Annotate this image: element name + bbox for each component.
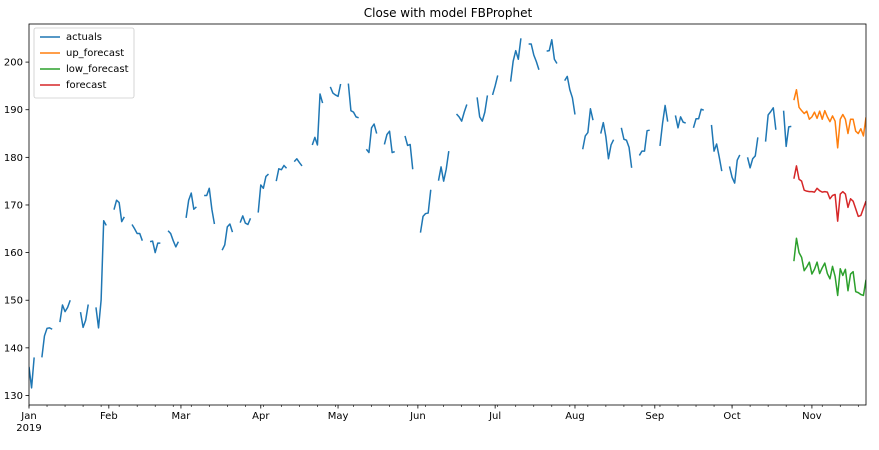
series-line-actuals (113, 199, 161, 254)
y-tick-label: 130 (4, 391, 23, 402)
legend-label-up-forecast: up_forecast (66, 48, 124, 59)
series-line-actuals (710, 124, 741, 184)
series-line-actuals (29, 299, 71, 389)
series-line-actuals (746, 137, 759, 169)
x-tick-label: Oct (723, 411, 740, 422)
y-tick-label: 140 (4, 343, 23, 354)
y-tick-label: 170 (4, 200, 23, 211)
legend-label-forecast: forecast (66, 80, 107, 91)
x-tick-label: Aug (565, 411, 585, 422)
legend: actuals up_forecast low_forecast forecast (33, 27, 135, 99)
series-line-actuals (638, 129, 650, 156)
legend-label-actuals: actuals (66, 32, 102, 43)
series-line-actuals (455, 95, 489, 122)
x-tick-label: Apr (252, 411, 270, 422)
x-tick-label: Jan (20, 411, 36, 422)
y-tick-label: 200 (4, 58, 23, 69)
chart-title: Close with model FBProphet (364, 6, 533, 20)
series-line-actuals (167, 187, 216, 248)
series-line-forecast (793, 165, 866, 222)
series-line-actuals (782, 110, 792, 148)
y-axis: 130 140 150 160 170 180 190 200 (4, 58, 29, 402)
y-tick-label: 160 (4, 248, 23, 259)
series-line-actuals (221, 173, 270, 251)
legend-label-low-forecast: low_forecast (66, 64, 129, 75)
series-line-actuals (491, 38, 522, 96)
series-line-actuals (564, 75, 576, 115)
series-line-actuals (79, 219, 107, 329)
x-tick-label: Jun (409, 411, 426, 422)
plot-frame (28, 23, 867, 406)
y-tick-label: 150 (4, 296, 23, 307)
series-line-actuals (383, 130, 414, 170)
x-tick-label: Jul (488, 411, 501, 422)
legend-box (33, 27, 135, 99)
series-line-actuals (581, 108, 633, 168)
y-tick-label: 180 (4, 153, 23, 164)
x-year-label: 2019 (16, 423, 41, 434)
series-line-actuals (419, 151, 450, 233)
y-tick-label: 190 (4, 105, 23, 116)
x-tick-label: Mar (172, 411, 192, 422)
series-line-actuals (659, 104, 705, 147)
series-line-actuals (329, 83, 378, 154)
series-line-actuals (764, 107, 777, 142)
series-line-actuals (528, 38, 558, 70)
series-line-actuals (275, 93, 324, 182)
series-line-up-forecast (793, 88, 866, 149)
plot-area (29, 38, 866, 389)
x-tick-label: May (328, 411, 349, 422)
x-tick-label: Nov (802, 411, 822, 422)
x-tick-label: Feb (100, 411, 118, 422)
series-line-low-forecast (793, 237, 866, 297)
x-tick-label: Sep (645, 411, 664, 422)
x-axis: Jan Feb Mar Apr May Jun Jul Aug Sep Oct Nov 2019 (16, 405, 859, 434)
